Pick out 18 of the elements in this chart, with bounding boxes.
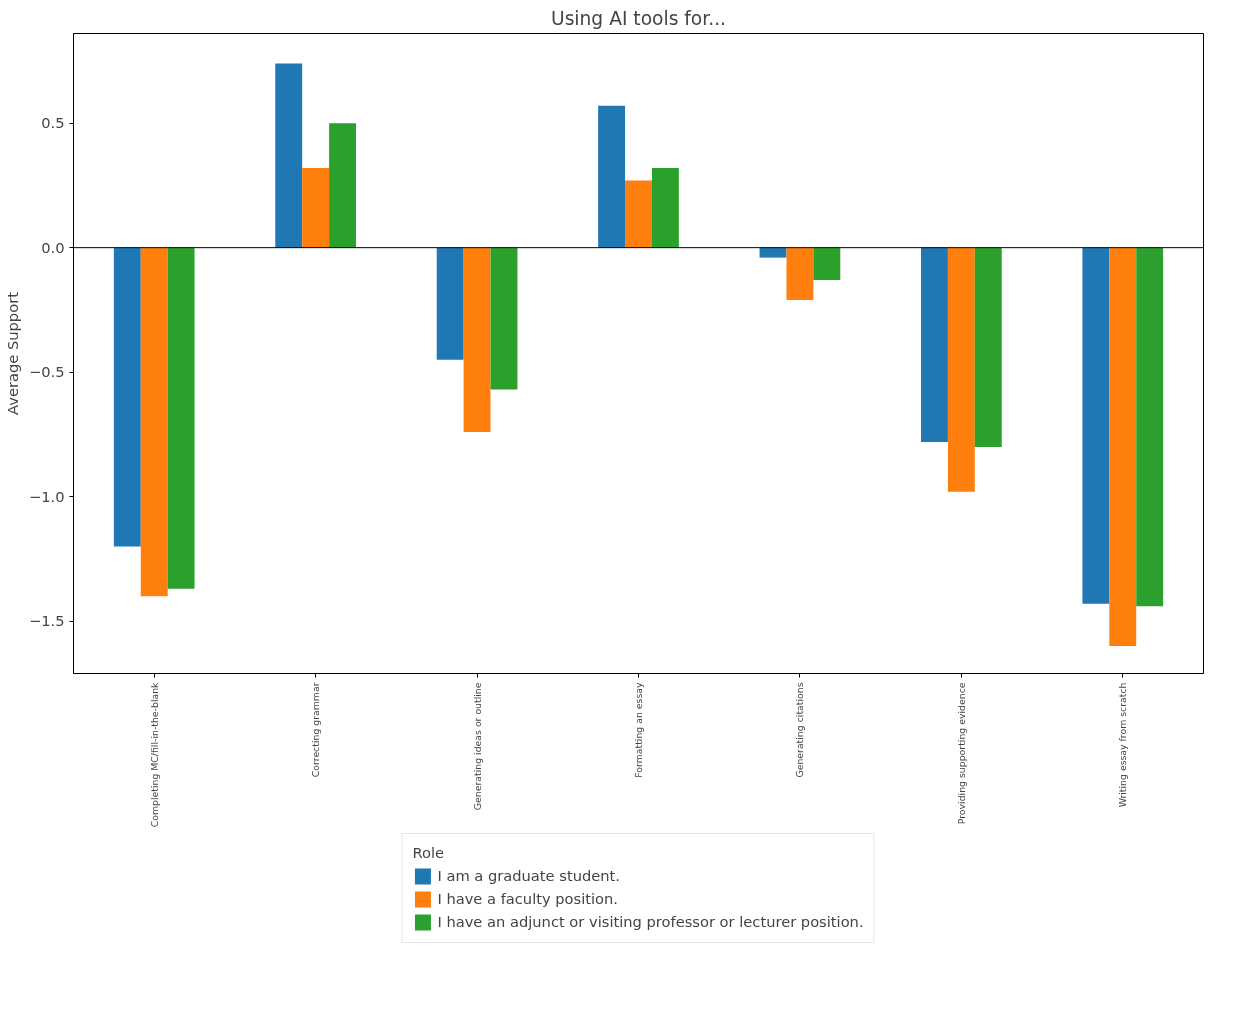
chart-title: Using AI tools for... (550, 7, 727, 29)
x-tick-label: Formatting an essay (633, 682, 644, 778)
legend-label: I am a graduate student. (437, 867, 620, 884)
legend-title: Role (412, 843, 445, 861)
x-tick-label: Providing supporting evidence (955, 682, 967, 825)
x-tick-label: Generating citations (794, 682, 806, 778)
x-tick-label: Completing MC/fill-in-the-blank (148, 681, 160, 828)
y-tick-label: 0.0 (41, 238, 65, 256)
y-tick-label: 0.5 (41, 114, 65, 132)
y-tick-label: −1.5 (28, 612, 65, 630)
x-tick-label: Writing essay from scratch (1117, 682, 1129, 808)
x-tick-label: Correcting grammar (310, 682, 322, 778)
y-tick-label: −1.0 (28, 487, 65, 505)
x-tick-label: Generating ideas or outline (471, 682, 483, 811)
y-tick-label: −0.5 (28, 363, 65, 381)
legend-label: I have an adjunct or visiting professor or lecturer position. (437, 913, 864, 930)
legend-label: I have a faculty position. (437, 890, 619, 907)
y-axis-title: Average Support (3, 291, 21, 415)
